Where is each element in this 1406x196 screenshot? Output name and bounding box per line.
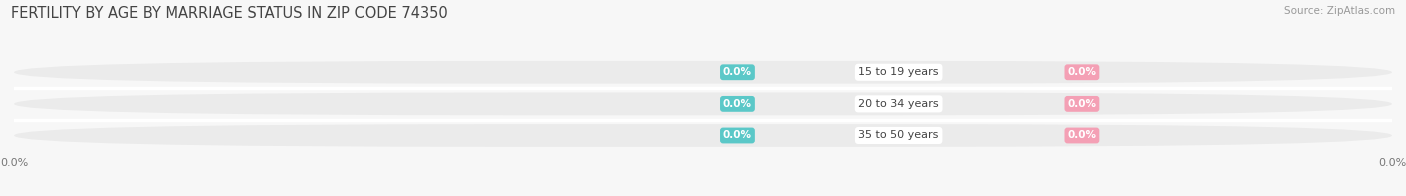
Text: 0.0%: 0.0% [1067, 131, 1097, 141]
Text: 0.0%: 0.0% [1067, 99, 1097, 109]
Text: 0.0%: 0.0% [723, 99, 752, 109]
Text: 0.0%: 0.0% [723, 131, 752, 141]
Text: 0.0%: 0.0% [723, 67, 752, 77]
Text: 15 to 19 years: 15 to 19 years [859, 67, 939, 77]
FancyBboxPatch shape [14, 124, 1392, 147]
Text: FERTILITY BY AGE BY MARRIAGE STATUS IN ZIP CODE 74350: FERTILITY BY AGE BY MARRIAGE STATUS IN Z… [11, 6, 449, 21]
FancyBboxPatch shape [14, 93, 1392, 115]
FancyBboxPatch shape [14, 61, 1392, 84]
Legend: Married, Unmarried: Married, Unmarried [617, 195, 789, 196]
Text: Source: ZipAtlas.com: Source: ZipAtlas.com [1284, 6, 1395, 16]
Text: 20 to 34 years: 20 to 34 years [858, 99, 939, 109]
Text: 0.0%: 0.0% [1067, 67, 1097, 77]
Text: 35 to 50 years: 35 to 50 years [859, 131, 939, 141]
